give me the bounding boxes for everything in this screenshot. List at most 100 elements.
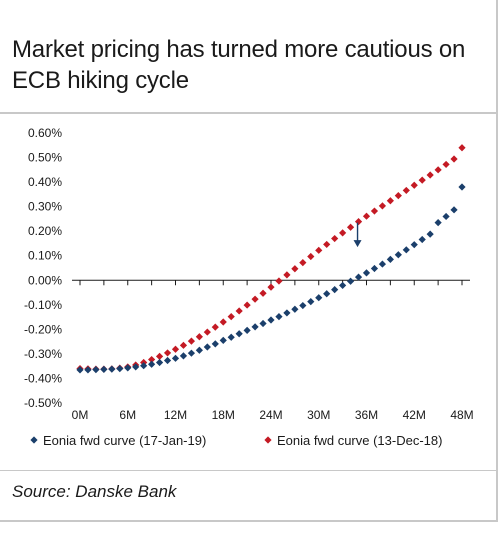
arrow-head — [353, 240, 362, 248]
y-tick-label: -0.40% — [24, 371, 62, 385]
point-17-jan-19 — [171, 354, 180, 362]
y-tick-label: 0.20% — [28, 224, 62, 238]
y-tick-label: -0.20% — [24, 322, 62, 336]
point-17-jan-19 — [402, 246, 410, 254]
y-tick-label: 0.10% — [28, 249, 62, 263]
point-17-jan-19 — [227, 333, 235, 341]
point-17-jan-19 — [92, 366, 100, 374]
legend-label-13-dec-18: Eonia fwd curve (13-Dec-18) — [277, 433, 442, 448]
source-note: Source: Danske Bank — [12, 482, 177, 501]
point-17-jan-19 — [346, 277, 355, 285]
point-13-dec-18 — [378, 202, 387, 210]
point-13-dec-18 — [362, 212, 371, 220]
series-17-jan-19 — [76, 183, 466, 374]
x-tick-label: 48M — [450, 408, 473, 422]
point-17-jan-19 — [386, 255, 394, 264]
point-13-dec-18 — [410, 181, 418, 189]
point-17-jan-19 — [259, 319, 267, 328]
point-17-jan-19 — [362, 269, 371, 277]
point-17-jan-19 — [291, 305, 299, 313]
point-17-jan-19 — [339, 281, 347, 290]
point-17-jan-19 — [203, 343, 211, 351]
point-17-jan-19 — [140, 362, 148, 370]
point-17-jan-19 — [331, 286, 339, 294]
point-17-jan-19 — [211, 340, 219, 348]
y-tick-label: -0.30% — [24, 347, 62, 361]
point-13-dec-18 — [458, 144, 466, 152]
x-tick-label: 6M — [119, 408, 136, 422]
point-17-jan-19 — [307, 298, 315, 306]
point-17-jan-19 — [267, 316, 275, 324]
point-13-dec-18 — [235, 307, 243, 315]
point-13-dec-18 — [203, 328, 211, 336]
point-17-jan-19 — [76, 366, 84, 374]
y-axis-ticks: 0.60% 0.50% 0.40% 0.30% 0.20% 0.10% 0.00% -0.10… — [24, 126, 62, 410]
point-17-jan-19 — [426, 230, 434, 238]
title-divider — [0, 112, 496, 114]
point-13-dec-18 — [291, 265, 299, 273]
legend-label-17-jan-19: Eonia fwd curve (17-Jan-19) — [43, 433, 206, 448]
y-tick-label: -0.10% — [24, 298, 62, 312]
point-17-jan-19 — [100, 365, 108, 373]
chart: 0.60% 0.50% 0.40% 0.30% 0.20% 0.10% 0.00% -0.10… — [24, 126, 474, 448]
point-17-jan-19 — [243, 326, 251, 334]
point-13-dec-18 — [307, 252, 315, 261]
point-13-dec-18 — [171, 345, 180, 353]
source-divider — [0, 470, 496, 471]
point-17-jan-19 — [251, 323, 259, 331]
point-13-dec-18 — [219, 318, 227, 326]
point-17-jan-19 — [116, 365, 124, 373]
point-13-dec-18 — [346, 223, 355, 231]
y-tick-label: 0.00% — [28, 273, 62, 287]
point-17-jan-19 — [410, 241, 418, 249]
point-17-jan-19 — [418, 235, 426, 244]
point-13-dec-18 — [155, 352, 164, 360]
point-17-jan-19 — [370, 264, 379, 273]
point-17-jan-19 — [442, 212, 450, 221]
point-13-dec-18 — [394, 191, 402, 200]
point-13-dec-18 — [179, 341, 188, 349]
point-13-dec-18 — [426, 171, 434, 179]
annotation-arrow — [353, 222, 362, 248]
point-17-jan-19 — [235, 330, 243, 338]
point-13-dec-18 — [267, 283, 275, 291]
point-17-jan-19 — [219, 336, 227, 345]
point-13-dec-18 — [243, 301, 251, 309]
x-tick-label: 30M — [307, 408, 330, 422]
point-13-dec-18 — [187, 337, 196, 345]
point-17-jan-19 — [394, 251, 402, 259]
point-13-dec-18 — [299, 259, 307, 267]
point-13-dec-18 — [339, 229, 347, 237]
point-17-jan-19 — [179, 352, 188, 360]
legend-marker-17-jan-19 — [30, 436, 38, 444]
x-tick-label: 36M — [355, 408, 378, 422]
point-13-dec-18 — [195, 333, 203, 341]
point-17-jan-19 — [187, 349, 196, 357]
point-13-dec-18 — [386, 197, 394, 205]
point-13-dec-18 — [402, 186, 410, 195]
point-13-dec-18 — [442, 160, 450, 169]
y-tick-label: -0.50% — [24, 396, 62, 410]
x-tick-label: 18M — [212, 408, 235, 422]
point-17-jan-19 — [283, 309, 291, 317]
point-13-dec-18 — [370, 207, 379, 215]
point-17-jan-19 — [148, 360, 156, 368]
chart-frame — [0, 0, 498, 522]
point-17-jan-19 — [84, 366, 92, 374]
x-tick-label: 0M — [72, 408, 89, 422]
point-17-jan-19 — [323, 290, 331, 298]
legend: Eonia fwd curve (17-Jan-19) Eonia fwd cur… — [30, 433, 442, 448]
x-tick-label: 42M — [403, 408, 426, 422]
point-17-jan-19 — [163, 356, 172, 365]
point-17-jan-19 — [378, 260, 387, 268]
point-17-jan-19 — [315, 294, 323, 302]
point-13-dec-18 — [450, 155, 458, 163]
point-17-jan-19 — [195, 346, 203, 354]
point-13-dec-18 — [315, 246, 323, 254]
y-tick-label: 0.50% — [28, 151, 62, 165]
point-17-jan-19 — [434, 218, 442, 227]
point-13-dec-18 — [227, 313, 235, 321]
point-17-jan-19 — [458, 183, 466, 191]
point-13-dec-18 — [418, 176, 426, 184]
point-13-dec-18 — [275, 277, 283, 285]
